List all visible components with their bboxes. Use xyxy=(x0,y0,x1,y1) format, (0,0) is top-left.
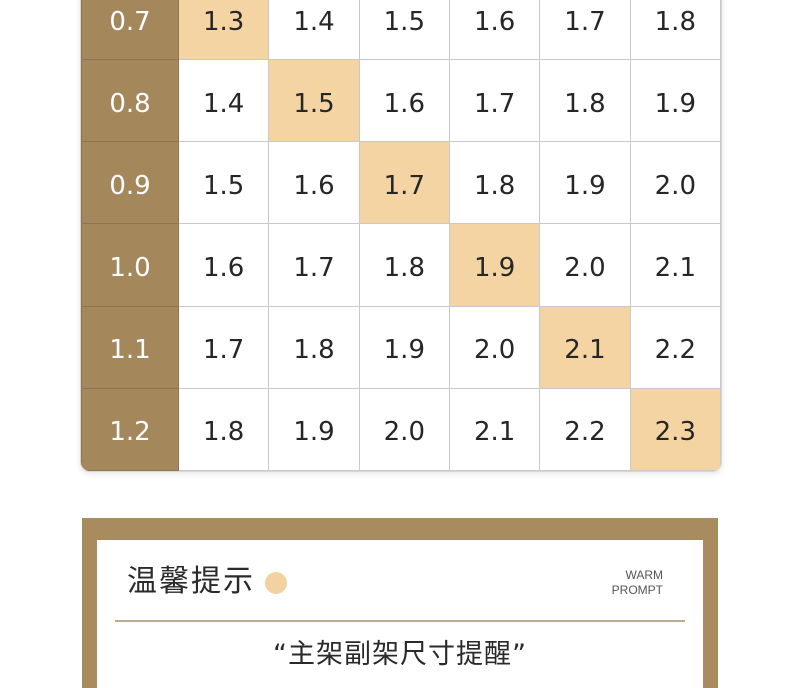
table-cell: 2.0 xyxy=(539,223,631,307)
prompt-title: 温馨提示 xyxy=(127,564,255,599)
table-cell: 1.8 xyxy=(629,0,721,61)
table-cell: 1.5 xyxy=(358,0,450,61)
row-header-cell: 1.2 xyxy=(81,387,179,471)
row-header-cell: 0.8 xyxy=(81,59,179,143)
table-cell: 1.7 xyxy=(539,0,631,61)
table-cell: 1.6 xyxy=(358,59,450,143)
table-cell: 1.9 xyxy=(539,141,631,225)
table-cell: 1.4 xyxy=(268,0,360,61)
row-header-cell: 0.9 xyxy=(81,141,179,225)
highlighted-cell: 1.7 xyxy=(358,141,450,225)
row-header-cell: 1.1 xyxy=(81,305,179,389)
table-cell: 2.0 xyxy=(629,141,721,225)
table-cell: 1.6 xyxy=(177,223,270,307)
highlighted-cell: 1.3 xyxy=(177,0,270,61)
table-cell: 2.2 xyxy=(629,305,721,389)
table-cell: 1.4 xyxy=(177,59,270,143)
warm-prompt-card: 温馨提示 WARM PROMPT “主架副架尺寸提醒” xyxy=(82,518,718,688)
highlighted-cell: 2.1 xyxy=(539,305,631,389)
table-cell: 1.6 xyxy=(448,0,541,61)
table-cell: 1.9 xyxy=(629,59,721,143)
table-cell: 2.1 xyxy=(629,223,721,307)
prompt-english-line1: WARM xyxy=(625,568,663,582)
table-cell: 2.1 xyxy=(448,387,541,471)
table-cell: 1.7 xyxy=(177,305,270,389)
table-row: 1.2 1.8 1.9 2.0 2.1 2.2 2.3 xyxy=(81,387,721,471)
table-row: 0.9 1.5 1.6 1.7 1.8 1.9 2.0 xyxy=(81,141,721,225)
table-row: 0.7 1.3 1.4 1.5 1.6 1.7 1.8 xyxy=(81,0,721,61)
table-cell: 1.8 xyxy=(539,59,631,143)
prompt-english-label: WARM PROMPT xyxy=(612,568,663,598)
table-cell: 1.8 xyxy=(448,141,541,225)
prompt-subtitle: “主架副架尺寸提醒” xyxy=(273,639,527,670)
row-header-cell: 1.0 xyxy=(81,223,179,307)
accent-dot-icon xyxy=(265,572,287,594)
table-cell: 1.9 xyxy=(268,387,360,471)
warm-prompt-panel: 温馨提示 WARM PROMPT “主架副架尺寸提醒” xyxy=(97,540,703,688)
table-cell: 1.8 xyxy=(268,305,360,389)
table-cell: 2.0 xyxy=(358,387,450,471)
highlighted-cell: 2.3 xyxy=(629,387,721,471)
size-grid: 0.7 1.3 1.4 1.5 1.6 1.7 1.8 0.8 1.4 1.5 1.6 1.7 1.8 1… xyxy=(81,0,721,471)
table-row: 1.0 1.6 1.7 1.8 1.9 2.0 2.1 xyxy=(81,223,721,307)
table-cell: 1.8 xyxy=(177,387,270,471)
prompt-divider xyxy=(115,620,685,622)
prompt-english-line2: PROMPT xyxy=(611,583,663,597)
highlighted-cell: 1.5 xyxy=(268,59,360,143)
table-cell: 1.5 xyxy=(177,141,270,225)
highlighted-cell: 1.9 xyxy=(448,223,541,307)
table-cell: 1.7 xyxy=(268,223,360,307)
table-row: 1.1 1.7 1.8 1.9 2.0 2.1 2.2 xyxy=(81,305,721,389)
table-cell: 2.2 xyxy=(539,387,631,471)
size-table: 0.7 1.3 1.4 1.5 1.6 1.7 1.8 0.8 1.4 1.5 1.6 1.7 1.8 1… xyxy=(80,0,722,472)
table-row: 0.8 1.4 1.5 1.6 1.7 1.8 1.9 xyxy=(81,59,721,143)
table-cell: 2.0 xyxy=(448,305,541,389)
row-header-cell: 0.7 xyxy=(81,0,179,61)
table-cell: 1.7 xyxy=(448,59,541,143)
table-cell: 1.9 xyxy=(358,305,450,389)
table-cell: 1.8 xyxy=(358,223,450,307)
table-cell: 1.6 xyxy=(268,141,360,225)
